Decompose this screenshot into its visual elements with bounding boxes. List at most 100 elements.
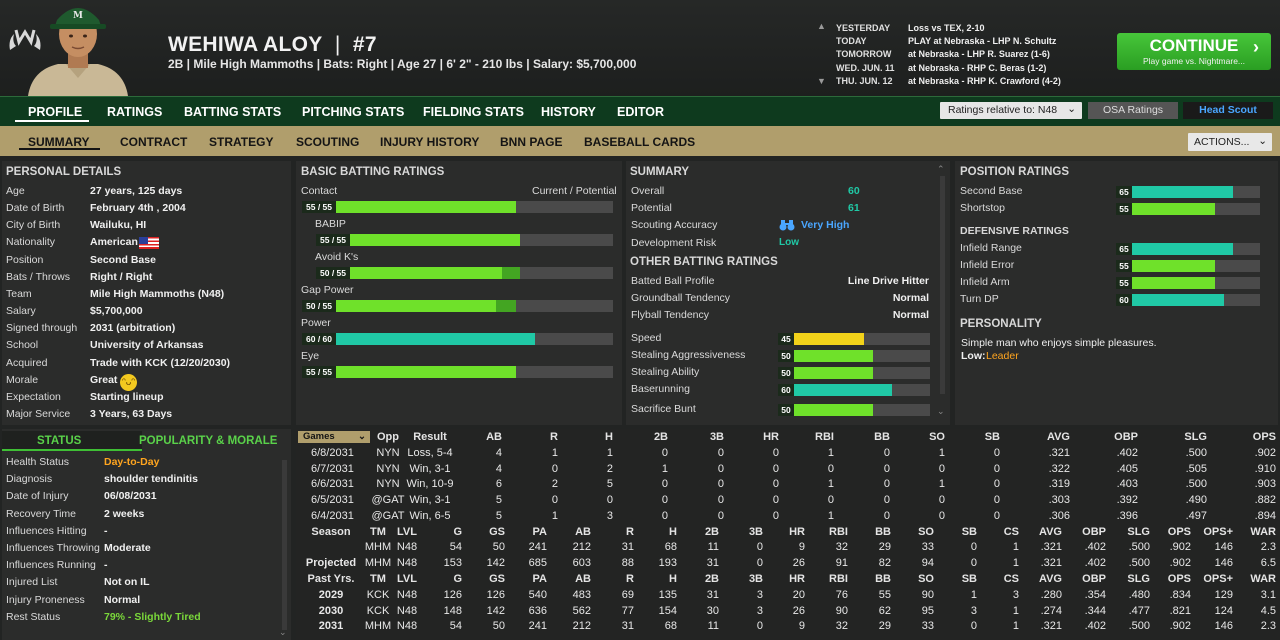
other-batting-bar-label: Sacrifice Bunt <box>631 403 696 415</box>
rating-bar-fill <box>778 384 892 396</box>
season-cell: 11 <box>707 541 719 553</box>
season-cell: 142 <box>486 604 505 617</box>
games-col-header: 3B <box>709 431 724 443</box>
status-tab-label: STATUS <box>37 435 82 447</box>
season-col-header: SLG <box>1127 573 1150 585</box>
schedule-row[interactable]: WED. JUN. 11 at Nebraska - RHP C. Beras (… <box>836 62 1047 73</box>
games-cell: 0 <box>772 447 779 459</box>
games-cell: .490 <box>1185 494 1207 507</box>
detail-label: Position <box>6 253 44 266</box>
status-tab[interactable] <box>2 431 142 451</box>
other-batting-title: OTHER BATTING RATINGS <box>630 256 778 268</box>
tab-batting-stats[interactable]: BATTING STATS <box>184 105 282 119</box>
detail-value: $5,700,000 <box>90 305 143 318</box>
season-cell: 31 <box>706 589 719 601</box>
schedule-row[interactable]: TOMORROW at Nebraska - LHP R. Suarez (1-6… <box>836 49 1050 60</box>
season-cell: 3.1 <box>1260 589 1276 601</box>
games-cell: .882 <box>1254 494 1276 507</box>
player-info-line: 2B | Mile High Mammoths | Bats: Right | … <box>168 57 637 71</box>
games-cell: 0 <box>772 494 779 507</box>
games-select[interactable]: Games ⌄ <box>298 431 370 443</box>
tab-editor[interactable]: EDITOR <box>617 105 664 119</box>
season-col-header: BB <box>875 526 891 538</box>
games-cell: 0 <box>661 509 668 522</box>
tab-fielding-stats[interactable]: FIELDING STATS <box>423 105 524 119</box>
games-cell: .505 <box>1185 462 1207 475</box>
games-cell[interactable]: 6/8/2031 <box>311 447 354 459</box>
other-batting-label: Groundball Tendency <box>631 292 731 305</box>
defensive-rating-label: Infield Error <box>960 259 1015 271</box>
games-cell: .894 <box>1254 509 1276 522</box>
detail-value: Mile High Mammoths (N48) <box>90 287 225 300</box>
actions-dropdown[interactable]: ACTIONS... ⌄ <box>1188 133 1272 151</box>
games-cell: 0 <box>717 447 724 459</box>
tab-pitching-stats[interactable]: PITCHING STATS <box>302 105 405 119</box>
games-cell: 0 <box>993 509 1000 522</box>
tab-ratings[interactable]: RATINGS <box>107 105 163 119</box>
games-cell: NYN <box>376 447 400 459</box>
continue-button[interactable]: CONTINUE Play game vs. Nightmare... › <box>1117 33 1271 70</box>
status-value: 79% - Slightly Tired <box>104 610 201 623</box>
schedule-down-arrow-icon[interactable]: ▼ <box>817 76 826 86</box>
season-cell: 31 <box>621 620 634 633</box>
rating-bar: 55 / 55 <box>316 234 613 246</box>
season-col-header: SO <box>918 526 934 538</box>
games-cell[interactable]: 6/7/2031 <box>311 462 354 475</box>
rating-bar-fill <box>778 404 873 416</box>
subtab-contract[interactable]: CONTRACT <box>120 135 188 149</box>
batting-rating-label: Power <box>301 317 331 329</box>
status-scrollbar[interactable] <box>282 460 287 630</box>
schedule-row[interactable]: TODAY PLAY at Nebraska - LHP N. Schultz <box>836 36 1057 47</box>
rating-badge: 55 <box>1116 260 1132 272</box>
season-cell: 26 <box>792 556 805 569</box>
games-cell: 1 <box>938 478 945 491</box>
season-cell: KCK <box>366 589 390 601</box>
tab-profile[interactable]: PROFILE <box>28 105 83 119</box>
season-cell: 9 <box>798 620 805 633</box>
season-cell: 3 <box>1012 589 1019 601</box>
detail-label: Salary <box>6 305 36 318</box>
status-label: Diagnosis <box>6 473 53 486</box>
detail-label: Date of Birth <box>6 202 65 215</box>
rating-badge: 65 <box>1116 186 1132 198</box>
season-cell: 2029 <box>318 589 344 601</box>
subtab-scouting[interactable]: SCOUTING <box>296 135 360 149</box>
season-col-header: 2B <box>704 573 719 585</box>
games-cell: 0 <box>883 494 890 507</box>
schedule-row[interactable]: YESTERDAY Loss vs TEX, 2-10 <box>836 23 985 33</box>
games-cell: 5 <box>606 478 613 491</box>
season-cell: 135 <box>658 589 677 601</box>
games-cell[interactable]: 6/4/2031 <box>311 509 354 522</box>
schedule-up-arrow-icon[interactable]: ▲ <box>817 21 826 31</box>
season-cell: 241 <box>528 541 547 553</box>
season-cell: 6.5 <box>1260 556 1276 569</box>
games-cell[interactable]: 6/6/2031 <box>311 478 354 491</box>
scroll-down-icon[interactable]: ⌄ <box>937 406 945 416</box>
tab-history[interactable]: HISTORY <box>541 105 596 119</box>
season-cell: 31 <box>706 556 719 569</box>
subtab-summary[interactable]: SUMMARY <box>28 135 90 149</box>
subtab-injury-history[interactable]: INJURY HISTORY <box>380 135 480 149</box>
season-cell: 212 <box>572 620 591 633</box>
season-cell: 69 <box>621 589 634 601</box>
scroll-up-icon[interactable]: ⌃ <box>937 164 945 174</box>
scroll-down-icon[interactable]: ⌄ <box>279 627 287 637</box>
position-ratings-title: POSITION RATINGS <box>960 166 1070 178</box>
subtab-strategy[interactable]: STRATEGY <box>209 135 274 149</box>
schedule-row[interactable]: THU. JUN. 12 at Nebraska - RHP K. Crawfor… <box>836 75 1061 86</box>
head-scout-button[interactable]: Head Scout <box>1183 102 1273 119</box>
rating-bar: 50 / 55 <box>316 267 613 279</box>
subtab-baseball-cards[interactable]: BASEBALL CARDS <box>584 135 696 149</box>
detail-value: 27 years, 125 days <box>90 185 183 197</box>
games-cell[interactable]: 6/5/2031 <box>311 494 354 507</box>
subtab-bnn-page[interactable]: BNN PAGE <box>500 135 563 149</box>
detail-label: Nationality <box>6 236 56 249</box>
season-col-header: CS <box>1003 573 1019 585</box>
games-cell: Win, 6-5 <box>409 509 451 522</box>
games-cell: 0 <box>551 462 558 475</box>
osa-ratings-button[interactable]: OSA Ratings <box>1088 102 1178 119</box>
ratings-relative-select[interactable]: Ratings relative to: N48 ⌄ <box>940 102 1082 119</box>
popularity-morale-tab[interactable]: POPULARITY & MORALE <box>139 435 278 447</box>
flag-canton <box>139 237 148 245</box>
summary-scrollbar[interactable] <box>940 176 945 394</box>
